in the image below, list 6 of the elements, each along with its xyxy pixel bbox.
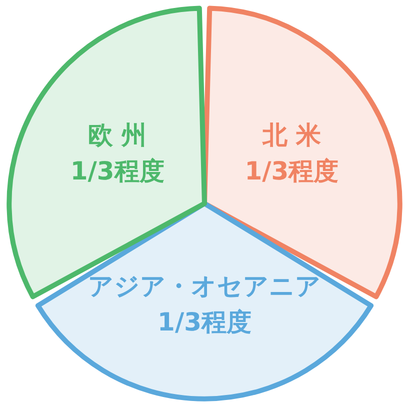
data-label: 1/3程度 — [70, 156, 164, 186]
slice-label: アジア・オセアニア — [88, 272, 321, 301]
slice-label: 欧 州 — [88, 120, 147, 150]
data-label: 1/3程度 — [158, 308, 252, 337]
slice-label: 北 米 — [261, 120, 322, 150]
data-label: 1/3程度 — [244, 156, 339, 186]
